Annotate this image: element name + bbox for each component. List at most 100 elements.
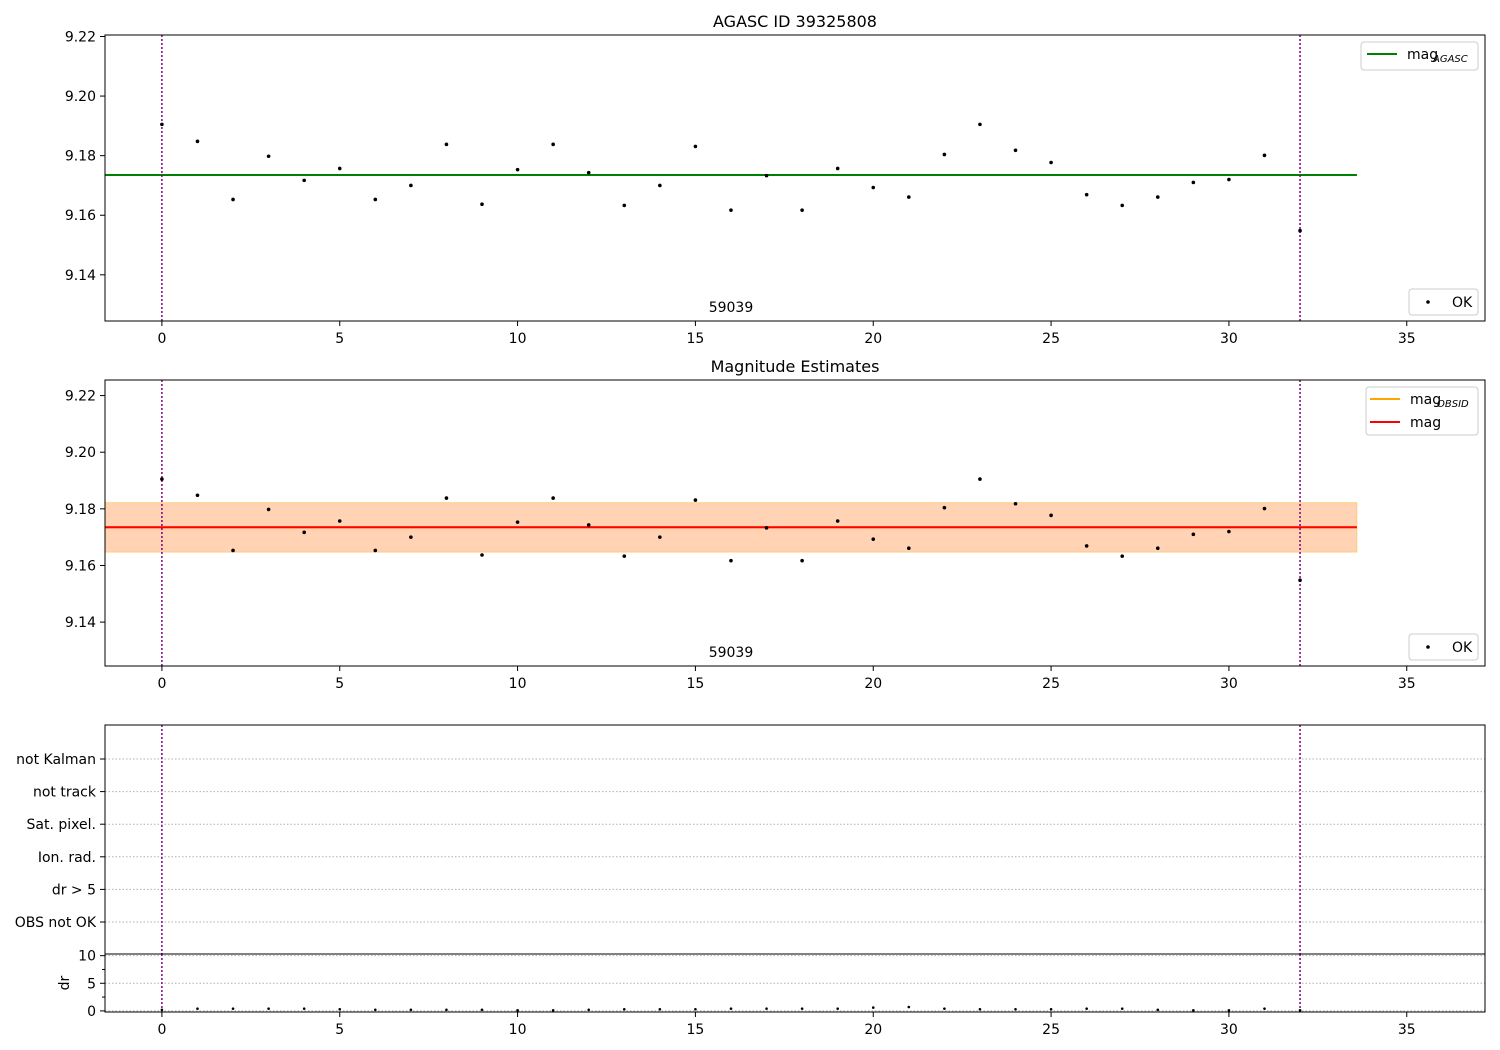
data-point <box>658 183 662 188</box>
data-point <box>1192 1009 1195 1012</box>
data-point <box>160 477 164 481</box>
data-point <box>1227 529 1231 534</box>
data-point <box>586 170 591 175</box>
data-point <box>1155 195 1160 199</box>
x-tick-label: 0 <box>157 1022 166 1038</box>
data-point <box>871 537 876 541</box>
data-point <box>1013 501 1018 506</box>
data-point <box>302 530 306 535</box>
y-tick-label: 9.16 <box>65 208 96 224</box>
legend-mag-obsid-subscript: OBSID <box>1437 399 1469 410</box>
data-point <box>1263 1007 1266 1010</box>
data-point <box>409 1008 413 1012</box>
x-tick-label: 15 <box>686 676 704 692</box>
x-tick-label: 15 <box>686 331 704 347</box>
data-point <box>1155 546 1160 551</box>
x-tick-label: 20 <box>864 331 882 347</box>
data-point <box>942 505 947 510</box>
y-tick-label: 10 <box>78 949 96 965</box>
data-point <box>1191 532 1196 537</box>
data-point <box>978 122 982 127</box>
data-point <box>1156 1008 1160 1012</box>
x-tick-label: 35 <box>1398 676 1416 692</box>
data-point <box>160 1008 164 1012</box>
data-point <box>444 496 449 500</box>
flag-label: Ion. rad. <box>38 850 96 866</box>
data-point <box>160 122 164 127</box>
data-point <box>1120 1007 1124 1010</box>
data-point <box>1049 513 1053 518</box>
data-point <box>195 493 200 498</box>
data-point <box>1085 1007 1088 1010</box>
data-point <box>231 548 235 553</box>
data-point <box>515 167 520 172</box>
data-point <box>1084 192 1089 197</box>
data-point <box>1262 153 1267 158</box>
magnitude-plot-frame <box>104 379 1486 667</box>
legend-ok-marker <box>1426 645 1430 649</box>
x-tick-label: 30 <box>1220 331 1238 347</box>
data-point <box>1049 1007 1053 1011</box>
data-point <box>835 166 840 171</box>
magnitude-panel-title: Magnitude Estimates <box>711 357 880 376</box>
data-point <box>266 154 271 159</box>
x-tick-label: 5 <box>335 676 344 692</box>
data-point <box>729 1007 733 1010</box>
data-point <box>871 1006 875 1009</box>
data-point <box>586 523 591 527</box>
data-point <box>409 535 413 539</box>
flag-label: OBS not OK <box>15 915 97 931</box>
data-point <box>978 1007 982 1011</box>
flag-label: Sat. pixel. <box>27 817 96 833</box>
data-point <box>302 1007 306 1010</box>
y-tick-label: 9.16 <box>65 558 96 574</box>
agasc-legend-bottom: OK <box>1408 288 1479 316</box>
x-tick-label: 5 <box>335 331 344 347</box>
data-point <box>907 1005 911 1009</box>
data-point <box>622 1007 626 1011</box>
data-point <box>231 197 235 202</box>
x-tick-label: 35 <box>1398 331 1416 347</box>
legend-ok-marker <box>1426 300 1430 304</box>
y-tick-label: 9.20 <box>65 89 96 105</box>
legend-mag-obsid-label: mag <box>1410 392 1441 408</box>
x-tick-label: 20 <box>864 1022 882 1038</box>
data-point <box>337 519 342 523</box>
agasc-panel-title: AGASC ID 39325808 <box>713 12 877 31</box>
y-tick-label: 9.20 <box>65 445 96 461</box>
data-point <box>765 1007 768 1010</box>
data-point <box>337 166 342 171</box>
data-point <box>302 178 306 183</box>
x-tick-label: 10 <box>509 331 527 347</box>
data-point <box>1014 1007 1017 1011</box>
data-point <box>338 1007 342 1011</box>
data-point <box>1120 554 1125 558</box>
data-point <box>516 1009 519 1012</box>
data-point <box>373 548 378 553</box>
data-point <box>800 1007 804 1010</box>
x-tick-label: 10 <box>509 676 527 692</box>
agasc-plot-frame <box>104 34 1486 322</box>
data-point <box>978 477 982 481</box>
data-point <box>800 558 804 563</box>
data-point <box>1298 578 1302 582</box>
data-point <box>622 554 627 558</box>
y-tick-label: 9.22 <box>65 389 96 405</box>
data-point <box>374 1008 377 1012</box>
data-point <box>1227 1009 1231 1012</box>
data-point <box>444 142 449 147</box>
data-point <box>480 1008 484 1012</box>
data-point <box>764 173 769 178</box>
data-point <box>445 1008 448 1012</box>
data-point <box>373 197 378 202</box>
data-point <box>1013 148 1018 153</box>
dr-panel: 0 5 10 0 5 10 15 20 25 30 35 dr <box>57 949 1486 1038</box>
data-point <box>835 519 840 523</box>
x-tick-label: 15 <box>686 1022 704 1038</box>
x-tick-label: 5 <box>335 1022 344 1038</box>
data-point <box>694 1007 697 1011</box>
legend-mag-label: mag <box>1410 415 1441 431</box>
data-point <box>907 195 911 199</box>
y-tick-label: 9.22 <box>65 29 96 45</box>
legend-ok-label: OK <box>1452 640 1473 656</box>
